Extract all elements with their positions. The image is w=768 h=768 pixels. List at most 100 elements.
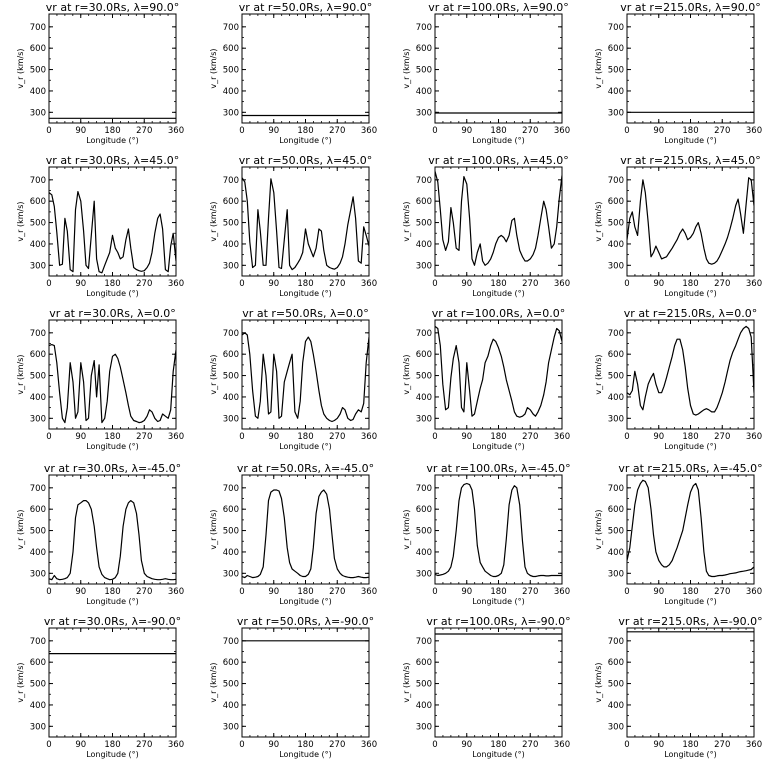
- y-tick-label: 500: [416, 527, 432, 537]
- x-tick-label: 360: [361, 587, 377, 597]
- x-tick-label: 90: [75, 279, 86, 289]
- series-line: [242, 177, 369, 271]
- y-tick-label: 400: [416, 393, 432, 403]
- panel: vr at r=30.0Rs, λ=-90.0° 0 90 180 270 360 300 4…: [16, 615, 184, 759]
- panel: vr at r=215.0Rs, λ=90.0° 0 90 180 270 360 300 4…: [594, 1, 762, 145]
- x-tick-label: 270: [136, 279, 152, 289]
- plot-frame: [626, 627, 755, 738]
- y-tick-label: 300: [223, 261, 239, 271]
- panel-title: vr at r=50.0Rs, λ=-90.0°: [237, 615, 374, 628]
- y-tick-label: 400: [223, 240, 239, 250]
- y-tick-label: 300: [416, 569, 432, 579]
- y-tick-label: 300: [608, 722, 624, 732]
- y-axis-label: v_r (km/s): [594, 48, 603, 88]
- x-axis-label: Longitude (°): [664, 289, 717, 298]
- x-tick-label: 270: [136, 740, 152, 750]
- y-axis-label: v_r (km/s): [402, 662, 411, 702]
- x-tick-label: 0: [46, 587, 51, 597]
- y-tick-label: 300: [416, 108, 432, 118]
- x-tick-label: 360: [746, 587, 762, 597]
- y-tick-label: 300: [608, 261, 624, 271]
- y-axis-label: v_r (km/s): [594, 662, 603, 702]
- y-tick-label: 400: [30, 87, 46, 97]
- panel-title: vr at r=215.0Rs, λ=45.0°: [620, 154, 760, 167]
- panel: vr at r=100.0Rs, λ=90.0° 0 90 180 270 360 300 4…: [402, 1, 570, 145]
- x-tick-label: 270: [522, 587, 538, 597]
- panel-title: vr at r=215.0Rs, λ=90.0°: [620, 1, 760, 14]
- plot-frame: [626, 166, 755, 277]
- x-tick-label: 0: [624, 740, 629, 750]
- plot-frame: [241, 166, 370, 277]
- y-tick-label: 400: [223, 548, 239, 558]
- x-tick-label: 270: [136, 432, 152, 442]
- y-tick-label: 600: [223, 658, 239, 668]
- y-tick-label: 600: [608, 350, 624, 360]
- plot-frame: [434, 166, 563, 277]
- y-tick-label: 600: [30, 505, 46, 515]
- x-tick-label: 270: [329, 279, 345, 289]
- x-axis-label: Longitude (°): [472, 442, 525, 451]
- y-tick-label: 600: [223, 197, 239, 207]
- y-tick-label: 600: [608, 658, 624, 668]
- x-tick-label: 0: [624, 279, 629, 289]
- plot-frame: [48, 627, 177, 738]
- x-tick-label: 180: [297, 740, 313, 750]
- y-tick-label: 300: [416, 722, 432, 732]
- y-tick-label: 500: [416, 680, 432, 690]
- y-axis-label: v_r (km/s): [16, 201, 25, 241]
- x-tick-label: 360: [746, 740, 762, 750]
- y-tick-label: 300: [30, 722, 46, 732]
- x-tick-label: 270: [136, 126, 152, 136]
- panel: vr at r=100.0Rs, λ=0.0° 0 90 180 270 360 300 40…: [402, 307, 570, 451]
- x-axis-label: Longitude (°): [86, 442, 139, 451]
- y-tick-label: 700: [30, 637, 46, 647]
- x-tick-label: 90: [653, 740, 664, 750]
- y-axis-label: v_r (km/s): [402, 354, 411, 394]
- panel: vr at r=100.0Rs, λ=-45.0° 0 90 180 270 360 300…: [402, 462, 571, 606]
- x-axis-label: Longitude (°): [279, 442, 332, 451]
- series-line: [435, 171, 562, 266]
- y-tick-label: 400: [608, 393, 624, 403]
- y-tick-label: 700: [608, 329, 624, 339]
- x-tick-label: 360: [746, 126, 762, 136]
- panel: vr at r=50.0Rs, λ=-45.0° 0 90 180 270 360 300 4…: [209, 462, 377, 606]
- y-axis-label: v_r (km/s): [402, 201, 411, 241]
- panel-title: vr at r=215.0Rs, λ=-45.0°: [618, 462, 762, 475]
- y-tick-label: 500: [223, 66, 239, 76]
- y-tick-label: 400: [30, 393, 46, 403]
- series-line: [435, 482, 562, 578]
- plot-frame: [434, 319, 563, 430]
- x-axis-label: Longitude (°): [279, 750, 332, 759]
- x-tick-label: 360: [361, 740, 377, 750]
- plot-frame: [48, 13, 177, 124]
- x-tick-label: 360: [554, 126, 570, 136]
- y-axis-label: v_r (km/s): [209, 662, 218, 702]
- x-tick-label: 0: [432, 279, 437, 289]
- x-tick-label: 360: [168, 279, 184, 289]
- x-tick-label: 270: [329, 587, 345, 597]
- series-line: [242, 332, 369, 423]
- y-tick-label: 300: [608, 569, 624, 579]
- y-axis-label: v_r (km/s): [16, 509, 25, 549]
- y-tick-label: 500: [30, 219, 46, 229]
- y-tick-label: 400: [416, 87, 432, 97]
- x-tick-label: 360: [554, 279, 570, 289]
- y-tick-label: 600: [416, 350, 432, 360]
- panel: vr at r=50.0Rs, λ=90.0° 0 90 180 270 360 300 40…: [209, 1, 377, 145]
- y-tick-label: 400: [608, 701, 624, 711]
- x-tick-label: 180: [490, 740, 506, 750]
- x-tick-label: 90: [461, 126, 472, 136]
- y-tick-label: 600: [30, 197, 46, 207]
- x-tick-label: 90: [268, 432, 279, 442]
- x-tick-label: 270: [329, 740, 345, 750]
- y-tick-label: 400: [416, 240, 432, 250]
- panel-title: vr at r=215.0Rs, λ=-90.0°: [618, 615, 762, 628]
- y-tick-label: 700: [416, 484, 432, 494]
- x-tick-label: 360: [554, 432, 570, 442]
- plot-frame: [241, 474, 370, 585]
- x-tick-label: 360: [554, 740, 570, 750]
- y-tick-label: 300: [30, 261, 46, 271]
- x-axis-label: Longitude (°): [279, 136, 332, 145]
- y-axis-label: v_r (km/s): [402, 48, 411, 88]
